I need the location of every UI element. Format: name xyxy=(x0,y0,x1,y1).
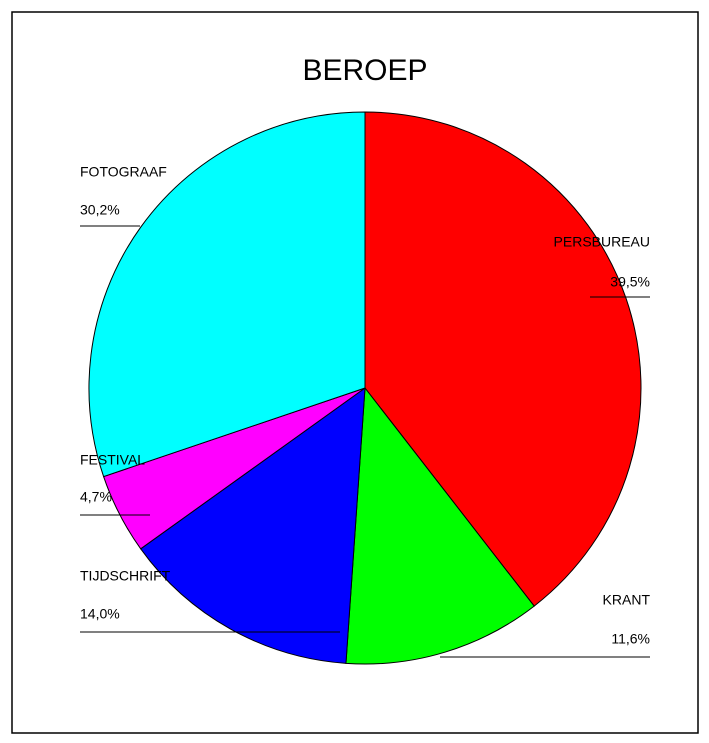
slice-value-label: 11,6% xyxy=(611,631,650,647)
slice-label: KRANT xyxy=(603,592,651,608)
pie-slice xyxy=(139,386,366,664)
slice-label: FESTIVAL xyxy=(80,452,145,468)
pie-slice xyxy=(345,386,535,665)
chart-title: BEROEP xyxy=(302,54,427,87)
slice-label: FOTOGRAAF xyxy=(80,164,167,180)
slice-value-label: 14,0% xyxy=(80,606,120,622)
slice-value-label: 4,7% xyxy=(80,489,112,505)
slice-value-label: 30,2% xyxy=(80,202,120,218)
pie-slice xyxy=(88,111,366,478)
slice-label: TIJDSCHRIFT xyxy=(80,568,171,584)
pie-slice xyxy=(364,111,642,607)
slice-label: PERSBUREAU xyxy=(554,234,650,250)
slice-value-label: 39,5% xyxy=(610,274,650,290)
